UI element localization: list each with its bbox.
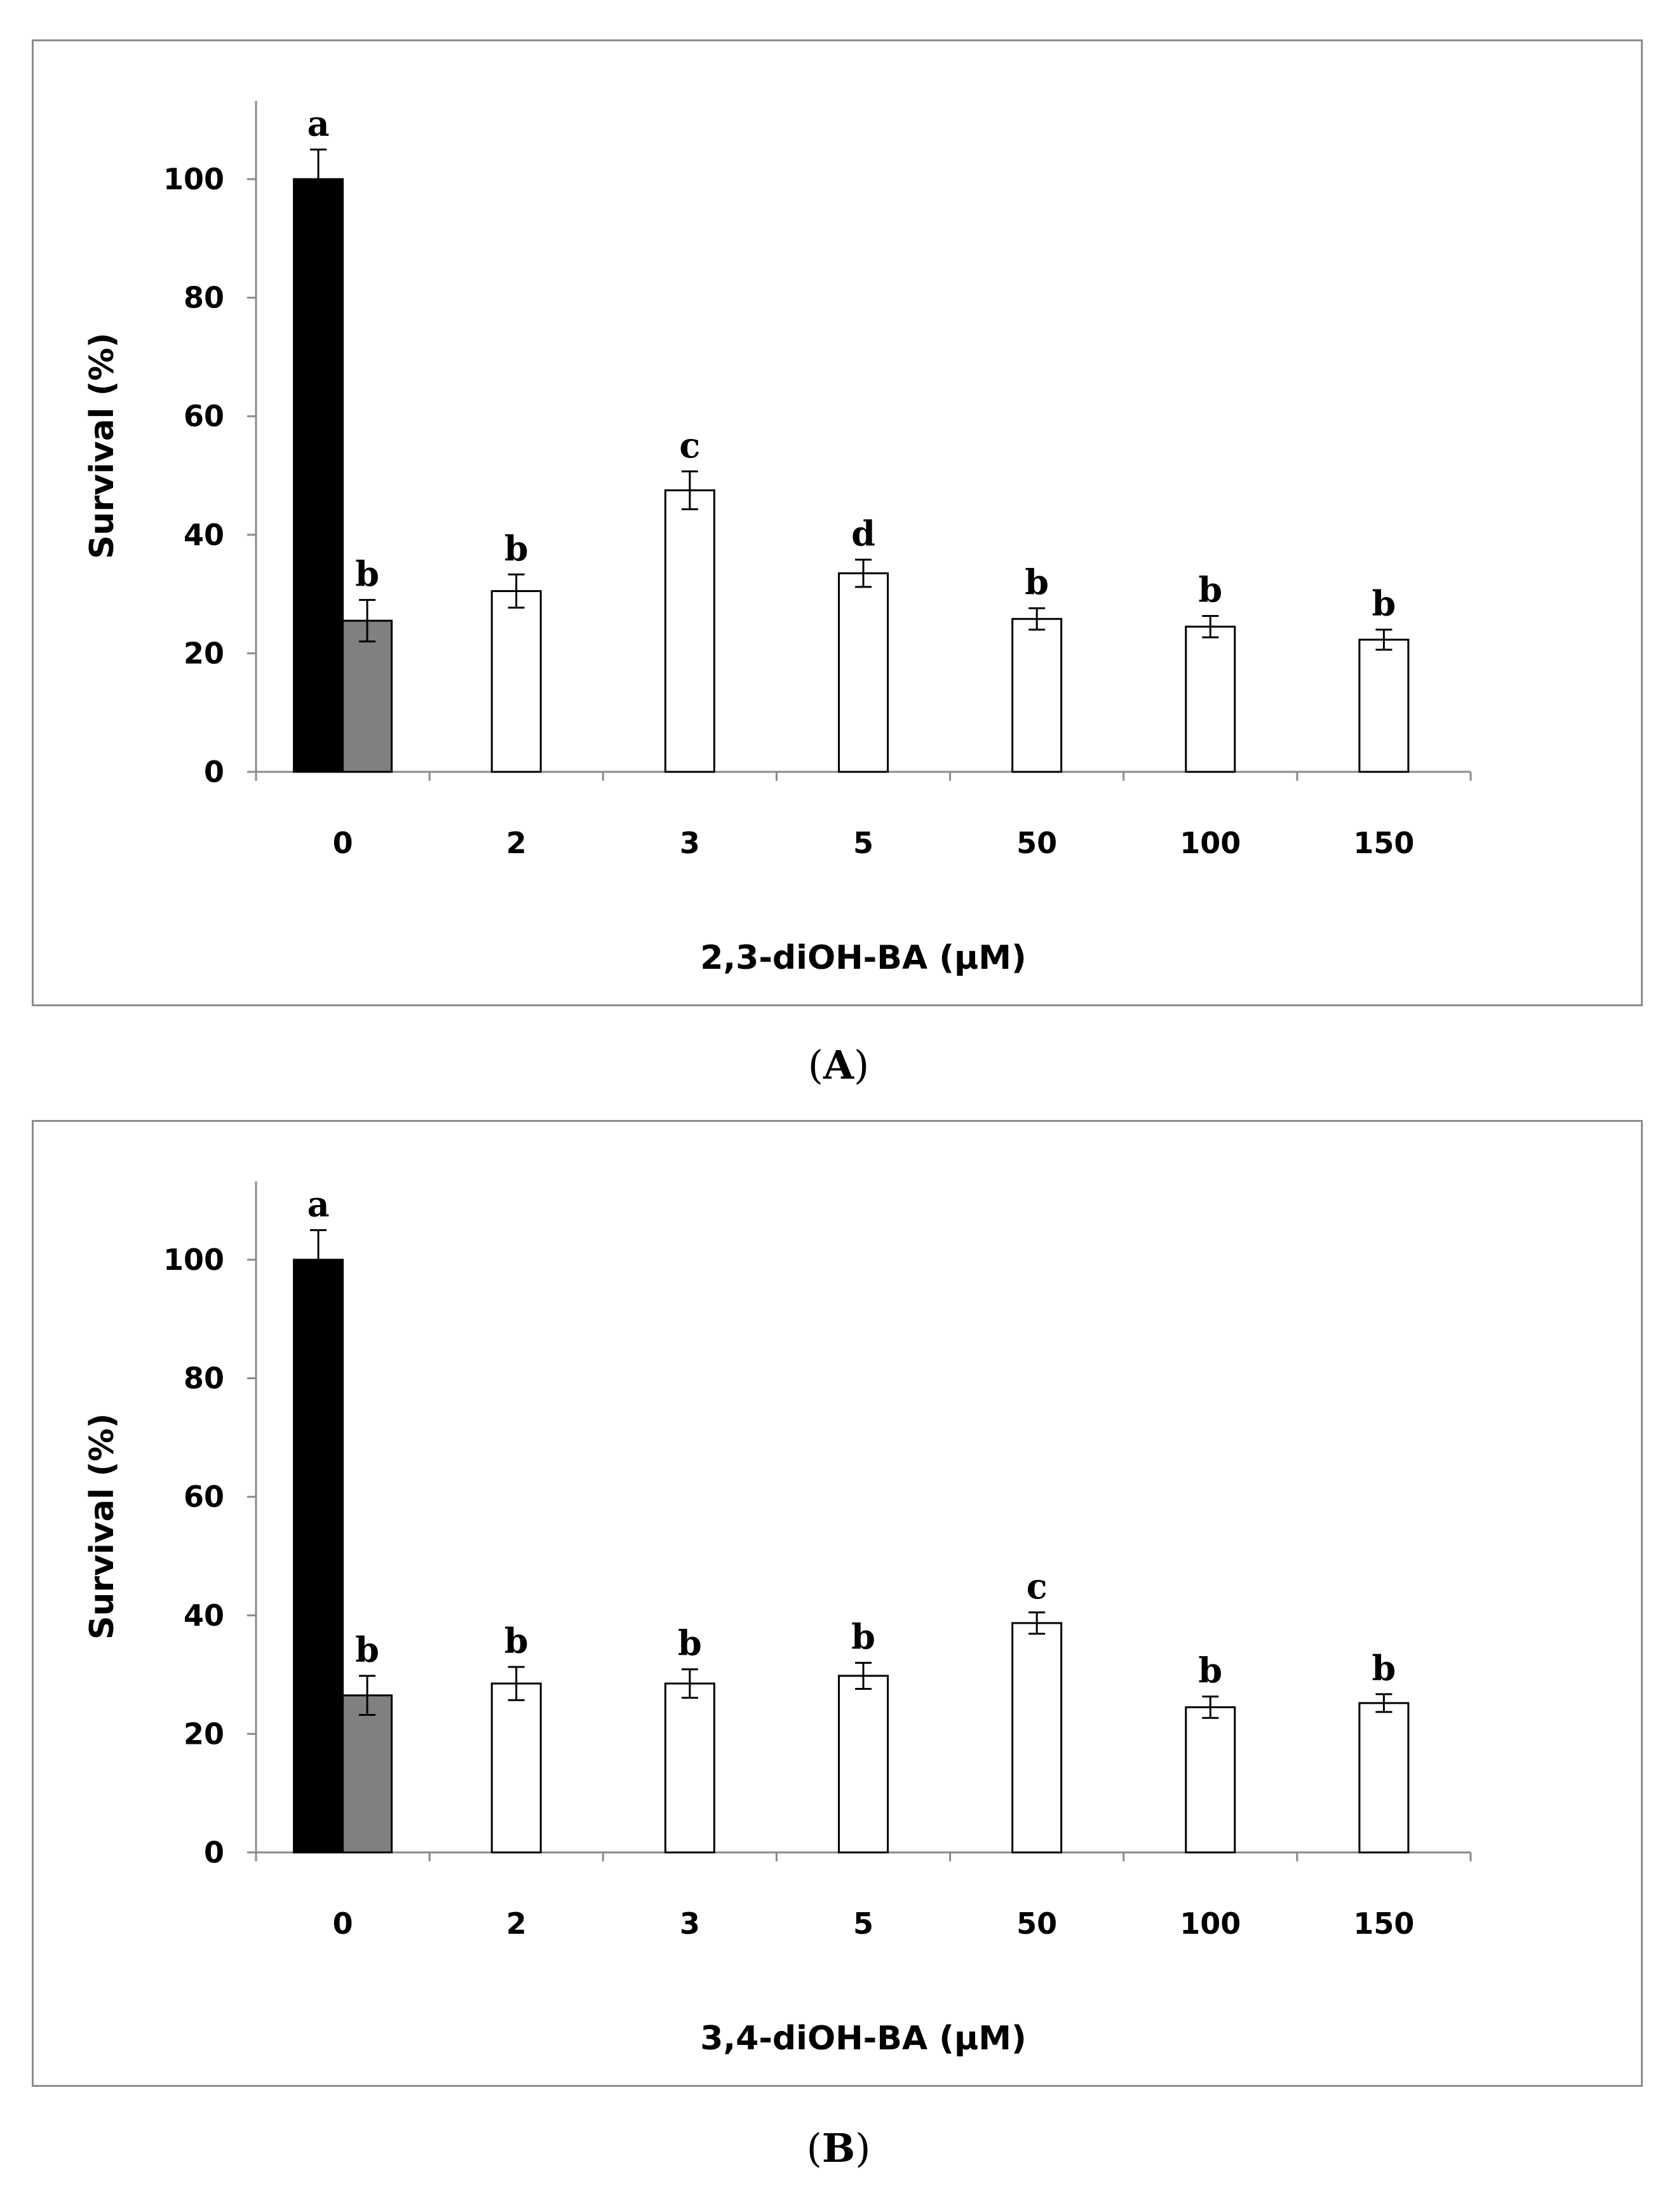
significance-label: b bbox=[355, 1629, 379, 1670]
bar bbox=[1011, 617, 1063, 773]
y-tick-label: 40 bbox=[184, 518, 224, 552]
x-tick-label: 100 bbox=[1180, 1906, 1241, 1941]
panel-label-a: (A) bbox=[807, 1042, 870, 1088]
y-tick-label: 0 bbox=[204, 755, 224, 789]
bar bbox=[342, 1694, 393, 1854]
y-tick-label: 0 bbox=[204, 1835, 224, 1870]
x-tick-label: 0 bbox=[333, 826, 353, 860]
chart-panel-b: 0 20 40 60 80 100 0 2 3 5 50 100 150 a b b b b c b b 3,4-diOH… bbox=[32, 1120, 1643, 2087]
x-tick-label: 50 bbox=[1016, 1906, 1057, 1941]
x-axis-title: 2,3-diOH-BA (μM) bbox=[700, 939, 1027, 977]
significance-label: b bbox=[1198, 1650, 1222, 1691]
chart-b-svg: 0 20 40 60 80 100 0 2 3 5 50 100 150 a b b b b c b b 3,4-diOH… bbox=[83, 1181, 1472, 2058]
x-tick-label: 100 bbox=[1180, 826, 1241, 860]
x-tick-label: 150 bbox=[1353, 1906, 1414, 1941]
x-tick-label: 50 bbox=[1016, 826, 1057, 860]
x-tick-label: 5 bbox=[853, 1906, 873, 1941]
bar bbox=[1185, 1706, 1236, 1854]
bar bbox=[1185, 625, 1236, 773]
bar bbox=[664, 489, 715, 773]
x-axis-title: 3,4-diOH-BA (μM) bbox=[700, 2020, 1027, 2058]
chart-a-svg: 0 20 40 60 80 100 0 2 3 5 50 100 150 a b b c d b b b 2,3-diOH… bbox=[83, 100, 1472, 977]
y-axis-title: Survival (%) bbox=[83, 1413, 121, 1640]
significance-label: b bbox=[355, 553, 379, 594]
bar bbox=[293, 178, 344, 773]
significance-label: b bbox=[1372, 1648, 1396, 1689]
significance-label: b bbox=[1025, 562, 1049, 602]
significance-label: a bbox=[307, 1184, 330, 1224]
y-tick-label: 20 bbox=[184, 1716, 224, 1751]
significance-label: c bbox=[1027, 1566, 1048, 1607]
significance-label: d bbox=[851, 513, 875, 554]
bar bbox=[490, 590, 542, 773]
panel-label-a-text: A bbox=[823, 1042, 854, 1088]
bar bbox=[293, 1258, 344, 1854]
y-tick-label: 100 bbox=[163, 162, 224, 196]
y-axis-title: Survival (%) bbox=[83, 333, 121, 559]
significance-label: c bbox=[679, 425, 700, 466]
significance-label: b bbox=[1198, 570, 1222, 610]
y-tick-label: 20 bbox=[184, 636, 224, 670]
bar bbox=[1358, 1702, 1410, 1854]
x-tick-label: 3 bbox=[680, 826, 700, 860]
bar bbox=[664, 1682, 715, 1854]
bar bbox=[1011, 1622, 1063, 1854]
chart-panel-a: 0 20 40 60 80 100 0 2 3 5 50 100 150 a b b c d b b b 2,3-diOH… bbox=[32, 39, 1643, 1006]
bar bbox=[1358, 638, 1410, 773]
y-tick-label: 80 bbox=[184, 281, 224, 315]
bar bbox=[838, 1675, 889, 1854]
y-tick-label: 100 bbox=[163, 1243, 224, 1277]
y-tick-label: 60 bbox=[184, 1480, 224, 1514]
panel-label-b-text: B bbox=[821, 2125, 856, 2171]
panel-label-b: (B) bbox=[806, 2125, 871, 2171]
y-tick-label: 80 bbox=[184, 1361, 224, 1396]
y-tick-label: 60 bbox=[184, 399, 224, 433]
significance-label: b bbox=[1372, 583, 1396, 624]
y-tick-label: 40 bbox=[184, 1598, 224, 1633]
bar bbox=[342, 619, 393, 773]
x-tick-label: 3 bbox=[680, 1906, 700, 1941]
significance-label: a bbox=[307, 103, 330, 144]
x-tick-label: 2 bbox=[506, 826, 527, 860]
bar bbox=[838, 572, 889, 773]
x-tick-label: 150 bbox=[1353, 826, 1414, 860]
bar bbox=[490, 1682, 542, 1854]
significance-label: b bbox=[504, 1621, 529, 1661]
x-tick-label: 5 bbox=[853, 826, 873, 860]
significance-label: b bbox=[504, 528, 529, 569]
x-tick-label: 2 bbox=[506, 1906, 527, 1941]
significance-label: b bbox=[678, 1623, 702, 1664]
x-tick-label: 0 bbox=[333, 1906, 353, 1941]
significance-label: b bbox=[851, 1616, 875, 1657]
